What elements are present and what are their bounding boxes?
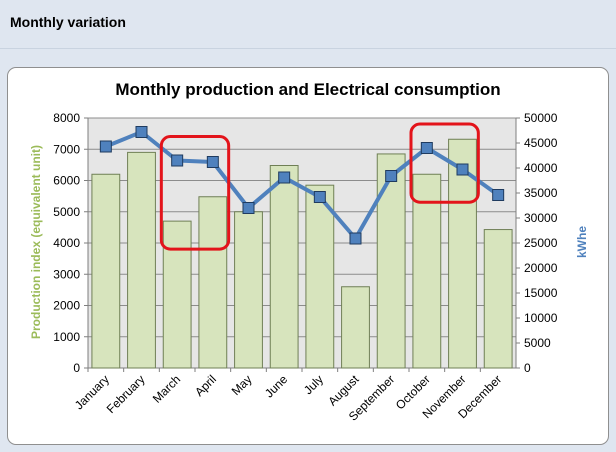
y-tick-label: 1000: [53, 330, 80, 344]
line-marker: [206, 156, 219, 168]
line-marker: [99, 140, 112, 153]
bar: [305, 184, 335, 369]
bar: [483, 229, 513, 369]
y2-tick-label: 50000: [524, 111, 558, 125]
bar: [162, 220, 192, 369]
y2-tick-label: 40000: [524, 161, 558, 175]
page-header: Monthly variation: [10, 14, 126, 30]
bar: [91, 173, 121, 369]
x-tick-label: February: [104, 372, 148, 416]
line-marker: [492, 189, 505, 201]
y-tick-label: 7000: [53, 142, 80, 156]
line-marker: [242, 202, 255, 214]
y2-tick-label: 35000: [524, 186, 558, 200]
bar: [234, 211, 263, 369]
x-tick-label: June: [262, 372, 291, 401]
bar: [127, 151, 156, 369]
y-tick-label: 3000: [53, 267, 80, 281]
bar: [198, 196, 228, 369]
y-tick-label: 6000: [53, 174, 80, 188]
y2-tick-label: 10000: [524, 311, 558, 325]
x-tick-label: April: [192, 372, 219, 399]
bar: [376, 153, 406, 369]
y2-tick-label: 45000: [524, 136, 558, 150]
y-axis-right-title: kWhe: [575, 226, 589, 259]
y-axis-left-title: Production index (equivalent unit): [29, 145, 43, 340]
line-marker: [385, 170, 398, 182]
line-marker: [313, 191, 326, 203]
line-marker: [278, 171, 291, 184]
bar: [269, 165, 299, 369]
y-tick-label: 8000: [53, 111, 80, 125]
highlight-box: [159, 135, 231, 251]
line-marker: [349, 232, 362, 245]
highlight-box: [409, 122, 480, 204]
y-tick-label: 0: [73, 361, 80, 375]
x-tick-label: May: [229, 372, 255, 398]
bar: [341, 286, 370, 369]
y-tick-label: 2000: [53, 299, 80, 313]
y-tick-label: 4000: [53, 236, 80, 250]
y2-tick-label: 5000: [524, 336, 551, 350]
x-tick-label: July: [301, 372, 326, 397]
chart-title: Monthly production and Electrical consum…: [115, 80, 501, 99]
y2-tick-label: 0: [524, 361, 531, 375]
y2-tick-label: 15000: [524, 286, 558, 300]
line-marker: [171, 154, 184, 167]
y2-tick-label: 20000: [524, 261, 558, 275]
y2-tick-label: 25000: [524, 236, 558, 250]
line-marker: [456, 163, 469, 176]
y2-tick-label: 30000: [524, 211, 558, 225]
line-marker: [420, 142, 433, 154]
line-marker: [135, 126, 148, 138]
header-divider: [0, 48, 616, 49]
y-tick-label: 5000: [53, 205, 80, 219]
bar: [412, 173, 442, 369]
x-tick-label: March: [150, 372, 183, 405]
